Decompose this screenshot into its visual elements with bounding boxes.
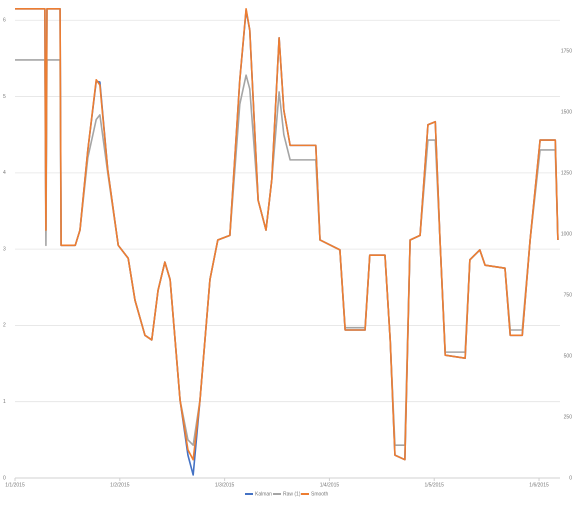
x-tick-label: 1/3/2015: [215, 482, 235, 488]
series-line: [15, 8, 559, 461]
x-tick-label: 1/1/2015: [5, 482, 25, 488]
y2-tick-label: 750: [564, 292, 573, 298]
y2-tick-label: 1500: [561, 109, 572, 115]
y2-tick-label: 250: [564, 414, 573, 420]
x-tick-label: 1/5/2015: [424, 482, 444, 488]
y2-tick-label: 500: [564, 353, 573, 359]
y-tick-label: 2: [3, 323, 6, 329]
x-tick-label: 1/6/2015: [529, 482, 549, 488]
y2-tick-label: 0: [569, 475, 572, 481]
series-line: [15, 8, 559, 476]
y-tick-label: 4: [3, 170, 6, 176]
legend-label: Raw (1): [283, 491, 301, 497]
legend-label: Smooth: [311, 491, 328, 497]
y-tick-label: 6: [3, 18, 6, 24]
x-tick-label: 1/4/2015: [320, 482, 340, 488]
y2-tick-label: 1750: [561, 48, 572, 54]
y-tick-label: 1: [3, 399, 6, 405]
y2-tick-label: 1000: [561, 231, 572, 237]
y-tick-label: 3: [3, 246, 6, 252]
y2-tick-label: 1250: [561, 170, 572, 176]
legend-label: Kalman: [255, 491, 272, 497]
x-tick-label: 1/2/2015: [110, 482, 130, 488]
y-tick-label: 5: [3, 94, 6, 100]
y-tick-label: 0: [3, 475, 6, 481]
